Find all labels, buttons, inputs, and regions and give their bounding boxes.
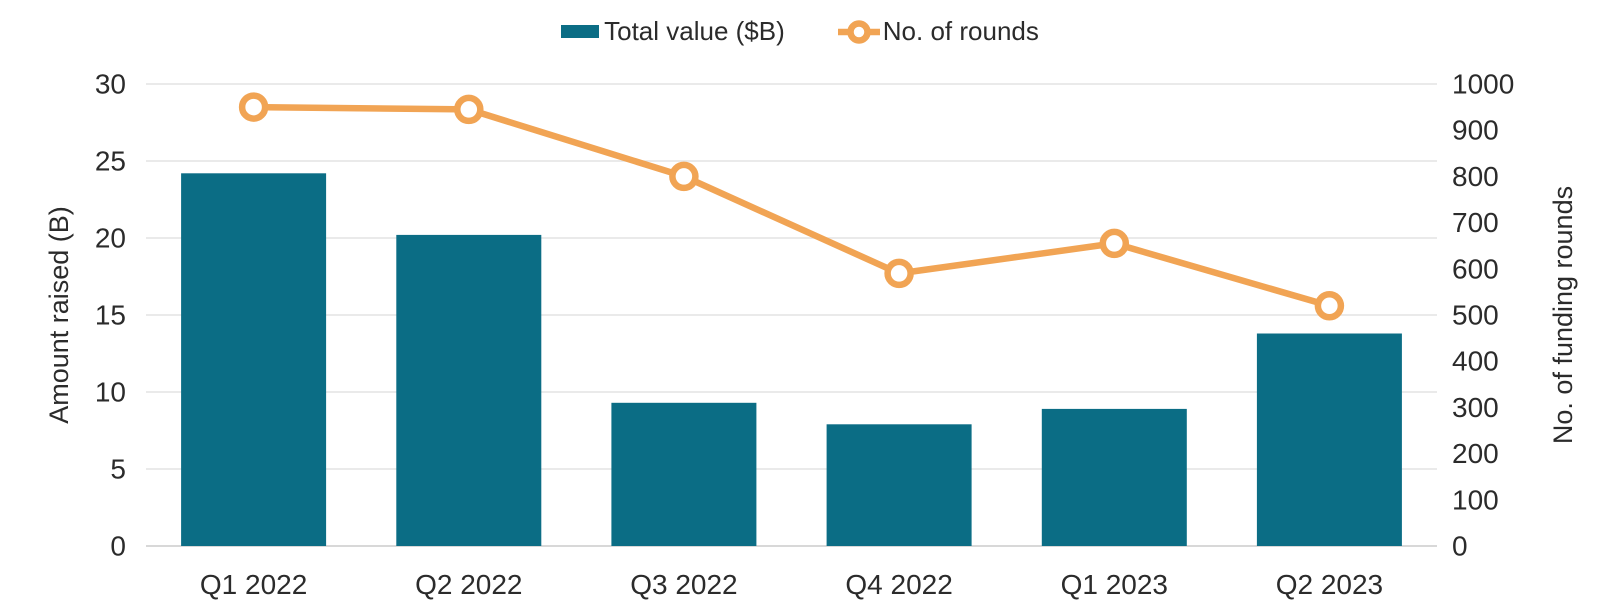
bar-q3-2022[interactable] bbox=[611, 402, 757, 546]
right-axis-tick-label: 700 bbox=[1452, 207, 1499, 238]
x-axis-label-q1-2022: Q1 2022 bbox=[200, 569, 307, 600]
right-axis-tick-label: 100 bbox=[1452, 484, 1499, 515]
line-point-q4-2022[interactable] bbox=[884, 258, 914, 289]
right-axis-tick-label: 200 bbox=[1452, 438, 1499, 469]
x-axis-label-q2-2022: Q2 2022 bbox=[415, 569, 522, 600]
legend-item-rounds[interactable]: No. of rounds bbox=[837, 16, 1039, 47]
line-point-q2-2023[interactable] bbox=[1314, 291, 1345, 321]
right-axis-tick-label: 1000 bbox=[1452, 69, 1514, 100]
right-axis-title: No. of funding rounds bbox=[1548, 186, 1578, 444]
line-point-q3-2022[interactable] bbox=[669, 161, 699, 192]
legend-label-total-value: Total value ($B) bbox=[604, 16, 785, 46]
right-axis-tick-label: 500 bbox=[1452, 300, 1499, 331]
left-axis-title: Amount raised (B) bbox=[44, 206, 74, 424]
x-axis-label-q3-2022: Q3 2022 bbox=[630, 569, 737, 600]
rounds-line bbox=[250, 103, 1333, 310]
left-axis-tick-label: 10 bbox=[95, 377, 126, 408]
x-axis-label-q2-2023: Q2 2023 bbox=[1276, 569, 1383, 600]
line-point-q1-2022[interactable] bbox=[238, 92, 269, 122]
line-series-layer bbox=[238, 92, 1345, 321]
bar-q2-2022[interactable] bbox=[396, 234, 542, 546]
right-axis-tick-label: 800 bbox=[1452, 161, 1499, 192]
left-axis-tick-label: 15 bbox=[95, 300, 126, 331]
right-axis-tick-label: 0 bbox=[1452, 531, 1468, 562]
left-axis-tick-label: 0 bbox=[110, 531, 126, 562]
gridlines-layer bbox=[146, 83, 1437, 547]
right-axis-tick-label: 600 bbox=[1452, 253, 1499, 284]
left-axis-tick-label: 30 bbox=[95, 69, 126, 100]
x-axis-label-q4-2022: Q4 2022 bbox=[845, 569, 952, 600]
legend-item-total-value[interactable]: Total value ($B) bbox=[561, 16, 785, 47]
bar-q1-2023[interactable] bbox=[1041, 408, 1187, 546]
line-point-q2-2022[interactable] bbox=[454, 94, 484, 125]
legend-label-rounds: No. of rounds bbox=[882, 16, 1039, 46]
line-circle-icon bbox=[837, 19, 880, 44]
bar-q2-2023[interactable] bbox=[1256, 333, 1402, 547]
axis-ticks-layer: 0510152025300100200300400500600700800900… bbox=[95, 69, 1514, 601]
left-axis-tick-label: 25 bbox=[95, 146, 126, 177]
bar-series-layer bbox=[181, 173, 1402, 547]
x-axis-label-q1-2023: Q1 2023 bbox=[1061, 569, 1168, 600]
bar-q1-2022[interactable] bbox=[181, 173, 327, 547]
right-axis-tick-label: 900 bbox=[1452, 115, 1499, 146]
chart-legend: Total value ($B) No. of rounds bbox=[0, 16, 1600, 47]
right-axis-tick-label: 400 bbox=[1452, 346, 1499, 377]
line-point-q1-2023[interactable] bbox=[1099, 228, 1130, 259]
left-axis-tick-label: 20 bbox=[95, 223, 126, 254]
bar-q4-2022[interactable] bbox=[826, 424, 972, 546]
left-axis-tick-label: 5 bbox=[110, 454, 126, 485]
bar-swatch-icon bbox=[561, 25, 600, 38]
right-axis-tick-label: 300 bbox=[1452, 392, 1499, 423]
